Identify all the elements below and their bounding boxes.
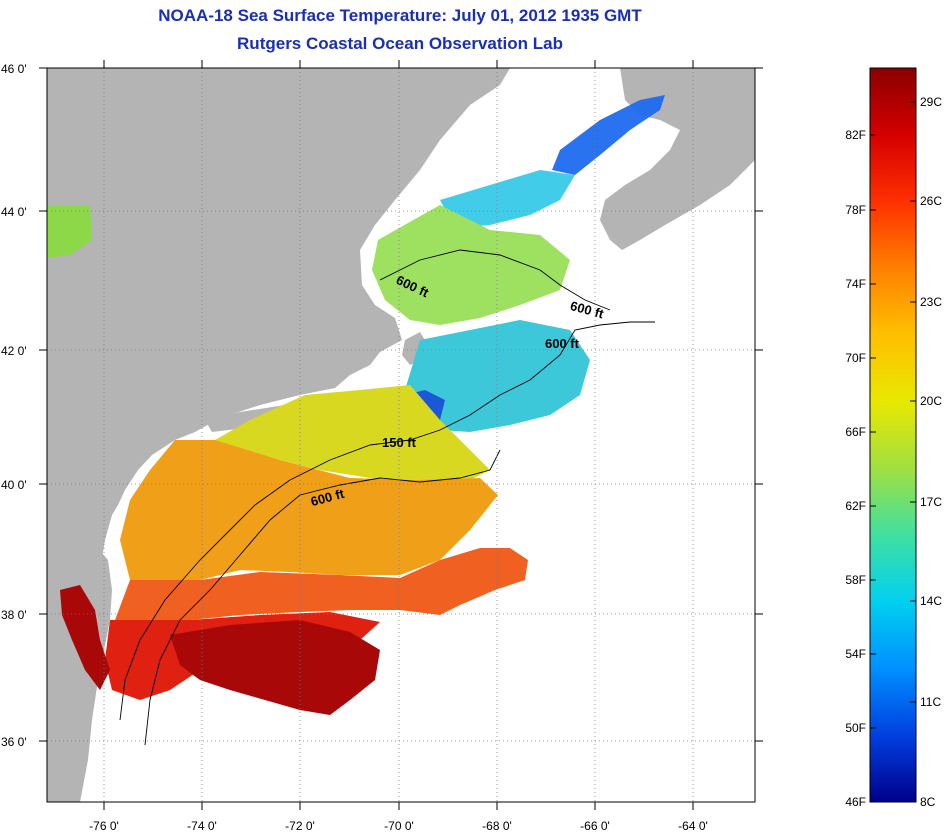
- map-subtitle: Rutgers Coastal Ocean Observation Lab: [237, 34, 563, 53]
- colorbar-celsius-label: 23C: [920, 295, 942, 309]
- colorbar-ramp: [869, 67, 917, 803]
- colorbar-celsius-label: 17C: [920, 495, 942, 509]
- lon-tick-label: -68 0': [482, 819, 512, 833]
- colorbar-fahrenheit-label: 78F: [845, 203, 866, 217]
- land-mainland-us: [47, 68, 510, 802]
- colorbar-fahrenheit-labels: 82F 78F 74F 70F 66F 62F 58F 54F 50F 46F: [845, 128, 876, 809]
- colorbar-fahrenheit-label: 66F: [845, 425, 866, 439]
- sst-gulf-stream-darkred: [170, 620, 380, 715]
- lon-tick-label: -70 0': [384, 819, 414, 833]
- colorbar-celsius-label: 8C: [920, 795, 936, 809]
- contour-600ft-upper: [379, 249, 611, 311]
- lat-tick-label: 44 0': [1, 205, 27, 219]
- map-title: NOAA-18 Sea Surface Temperature: July 01…: [158, 6, 642, 25]
- lat-tick-label: 46 0': [1, 62, 27, 76]
- lat-tick-label: 42 0': [1, 344, 27, 358]
- lon-tick-label: -72 0': [285, 819, 315, 833]
- depth-contours: [119, 249, 655, 746]
- sst-gulf-of-maine-blue: [552, 95, 665, 175]
- contour-150ft: [119, 394, 501, 721]
- contour-600ft-gom: [499, 321, 655, 396]
- depth-label-600ft-3: 600 ft: [545, 336, 580, 351]
- colorbar-fahrenheit-label: 50F: [845, 721, 866, 735]
- contour-600ft-shelf: [144, 449, 501, 746]
- colorbar-celsius-label: 11C: [920, 695, 941, 709]
- colorbar: 82F 78F 74F 70F 66F 62F 58F 54F 50F 46F 29C 26C 23C…: [845, 67, 942, 809]
- sst-orange-red: [115, 548, 528, 630]
- map-plot: 600 ft 600 ft 600 ft 150 ft 600 ft: [47, 68, 755, 802]
- sst-field: [47, 95, 665, 715]
- colorbar-celsius-label: 29C: [920, 95, 942, 109]
- depth-label-150ft: 150 ft: [382, 435, 417, 450]
- lat-tick-label: 38 0': [1, 608, 27, 622]
- lon-tick-label: -74 0': [187, 819, 217, 833]
- sst-georges-bank-cyan: [405, 320, 590, 432]
- lat-tick-labels: 46 0' 44 0' 42 0' 40 0' 38 0' 36 0': [1, 62, 27, 749]
- colorbar-fahrenheit-label: 58F: [845, 573, 866, 587]
- lat-tick-label: 40 0': [1, 478, 27, 492]
- colorbar-fahrenheit-label: 82F: [845, 128, 866, 142]
- lon-tick-label: -76 0': [89, 819, 119, 833]
- sst-shelf-yellow: [215, 385, 490, 480]
- colorbar-fahrenheit-label: 54F: [845, 647, 866, 661]
- sst-chesapeake-darkred: [60, 585, 110, 690]
- colorbar-fahrenheit-label: 70F: [845, 351, 866, 365]
- colorbar-celsius-label: 26C: [920, 194, 942, 208]
- frame-ticks: [39, 60, 763, 810]
- sst-mid-atlantic-orange: [120, 440, 498, 590]
- lat-tick-label: 36 0': [1, 735, 27, 749]
- map-frame: [46, 67, 756, 803]
- colorbar-fahrenheit-label: 74F: [845, 277, 866, 291]
- colorbar-fahrenheit-label: 46F: [845, 795, 866, 809]
- colorbar-celsius-labels: 29C 26C 23C 20C 17C 14C 11C 8C: [910, 95, 942, 809]
- sst-gulf-of-maine-green: [372, 205, 570, 325]
- colorbar-celsius-label: 20C: [920, 394, 942, 408]
- sst-ne-green: [47, 205, 92, 258]
- lon-tick-label: -66 0': [580, 819, 610, 833]
- colorbar-fahrenheit-label: 62F: [845, 499, 866, 513]
- lon-tick-label: -64 0': [678, 819, 708, 833]
- colorbar-celsius-label: 14C: [920, 594, 942, 608]
- sst-bay-of-fundy-cyan: [440, 170, 575, 228]
- lon-tick-labels: -76 0' -74 0' -72 0' -70 0' -68 0' -66 0…: [89, 819, 708, 833]
